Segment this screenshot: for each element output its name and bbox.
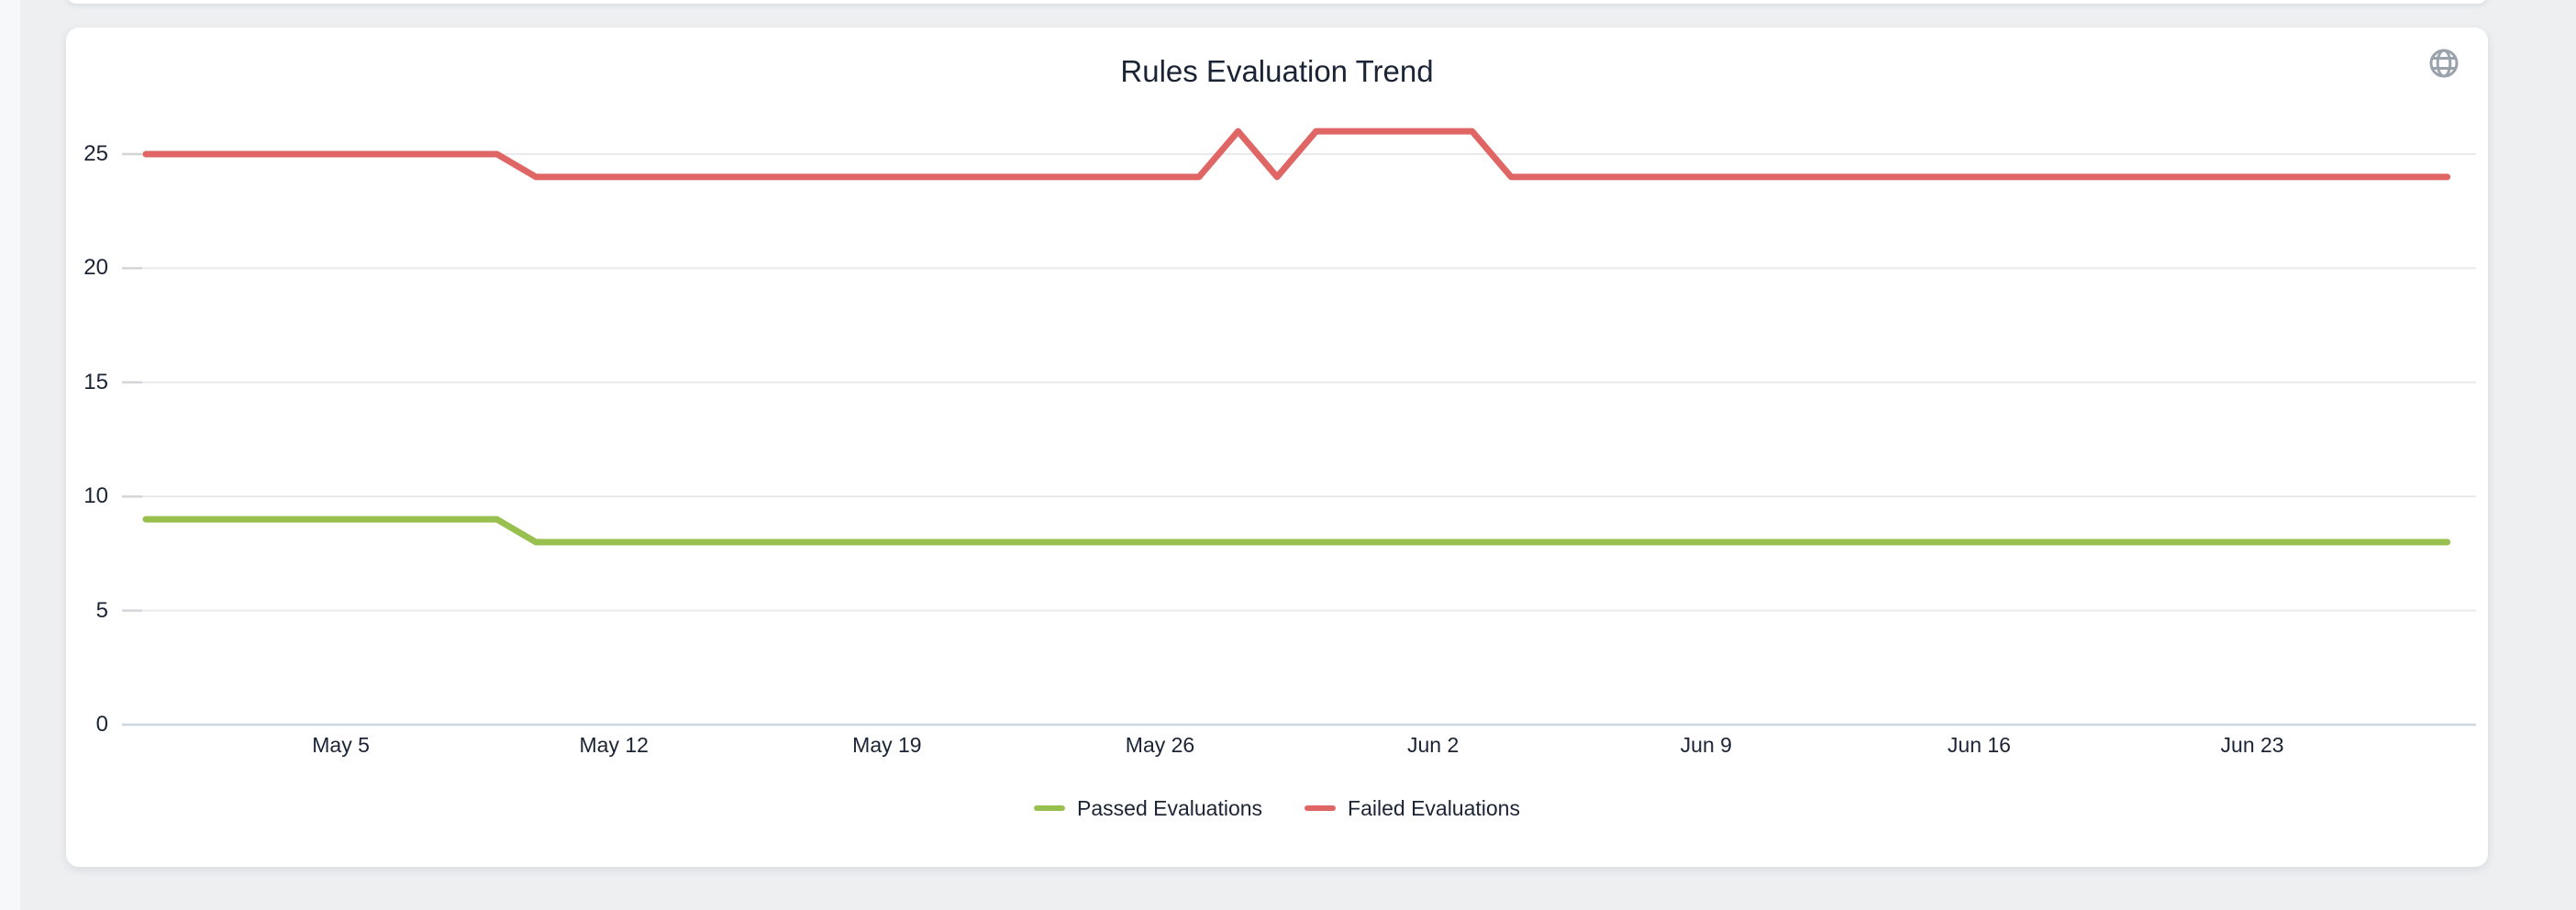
- series-line-passed: [142, 516, 2451, 546]
- legend-item-failed[interactable]: Failed Evaluations: [1305, 796, 1520, 821]
- previous-card-bottom-edge: [66, 0, 2488, 4]
- legend-swatch-passed: [1034, 805, 1066, 811]
- y-axis-tick-label: 5: [95, 597, 108, 623]
- y-axis-tick-label: 0: [95, 712, 108, 737]
- x-axis-tick-label: May 5: [312, 733, 370, 757]
- legend-item-passed[interactable]: Passed Evaluations: [1034, 796, 1262, 821]
- legend-label-failed: Failed Evaluations: [1348, 795, 1520, 820]
- x-axis-tick-label: Jun 16: [1947, 733, 2011, 757]
- legend-swatch-failed: [1305, 805, 1337, 811]
- series-line-failed: [142, 128, 2451, 181]
- x-axis-tick-label: May 19: [852, 733, 922, 757]
- globe-icon[interactable]: [2422, 41, 2466, 85]
- chart-plot-area: [122, 128, 2476, 727]
- x-axis-tick-label: May 26: [1125, 733, 1195, 757]
- y-axis-tick-label: 10: [83, 483, 108, 509]
- y-axis-tick-label: 20: [83, 255, 108, 281]
- x-axis-tick-label: Jun 23: [2220, 733, 2284, 757]
- chart-card: Rules Evaluation Trend 0 5 10 15 20 25 May 5 M…: [66, 28, 2488, 867]
- chart-title: Rules Evaluation Trend: [1120, 54, 1434, 88]
- left-sidebar-strip: [0, 0, 20, 910]
- globe-icon-glyph: [2429, 49, 2459, 78]
- x-axis-tick-label: May 12: [579, 733, 649, 757]
- y-axis-tick-label: 15: [83, 369, 108, 394]
- y-axis-tick-label: 25: [83, 141, 108, 166]
- x-axis-tick-label: Jun 9: [1680, 733, 1732, 757]
- x-axis-tick-label: Jun 2: [1407, 733, 1460, 757]
- legend-label-passed: Passed Evaluations: [1077, 795, 1263, 820]
- chart-legend: Passed Evaluations Failed Evaluations: [66, 792, 2488, 825]
